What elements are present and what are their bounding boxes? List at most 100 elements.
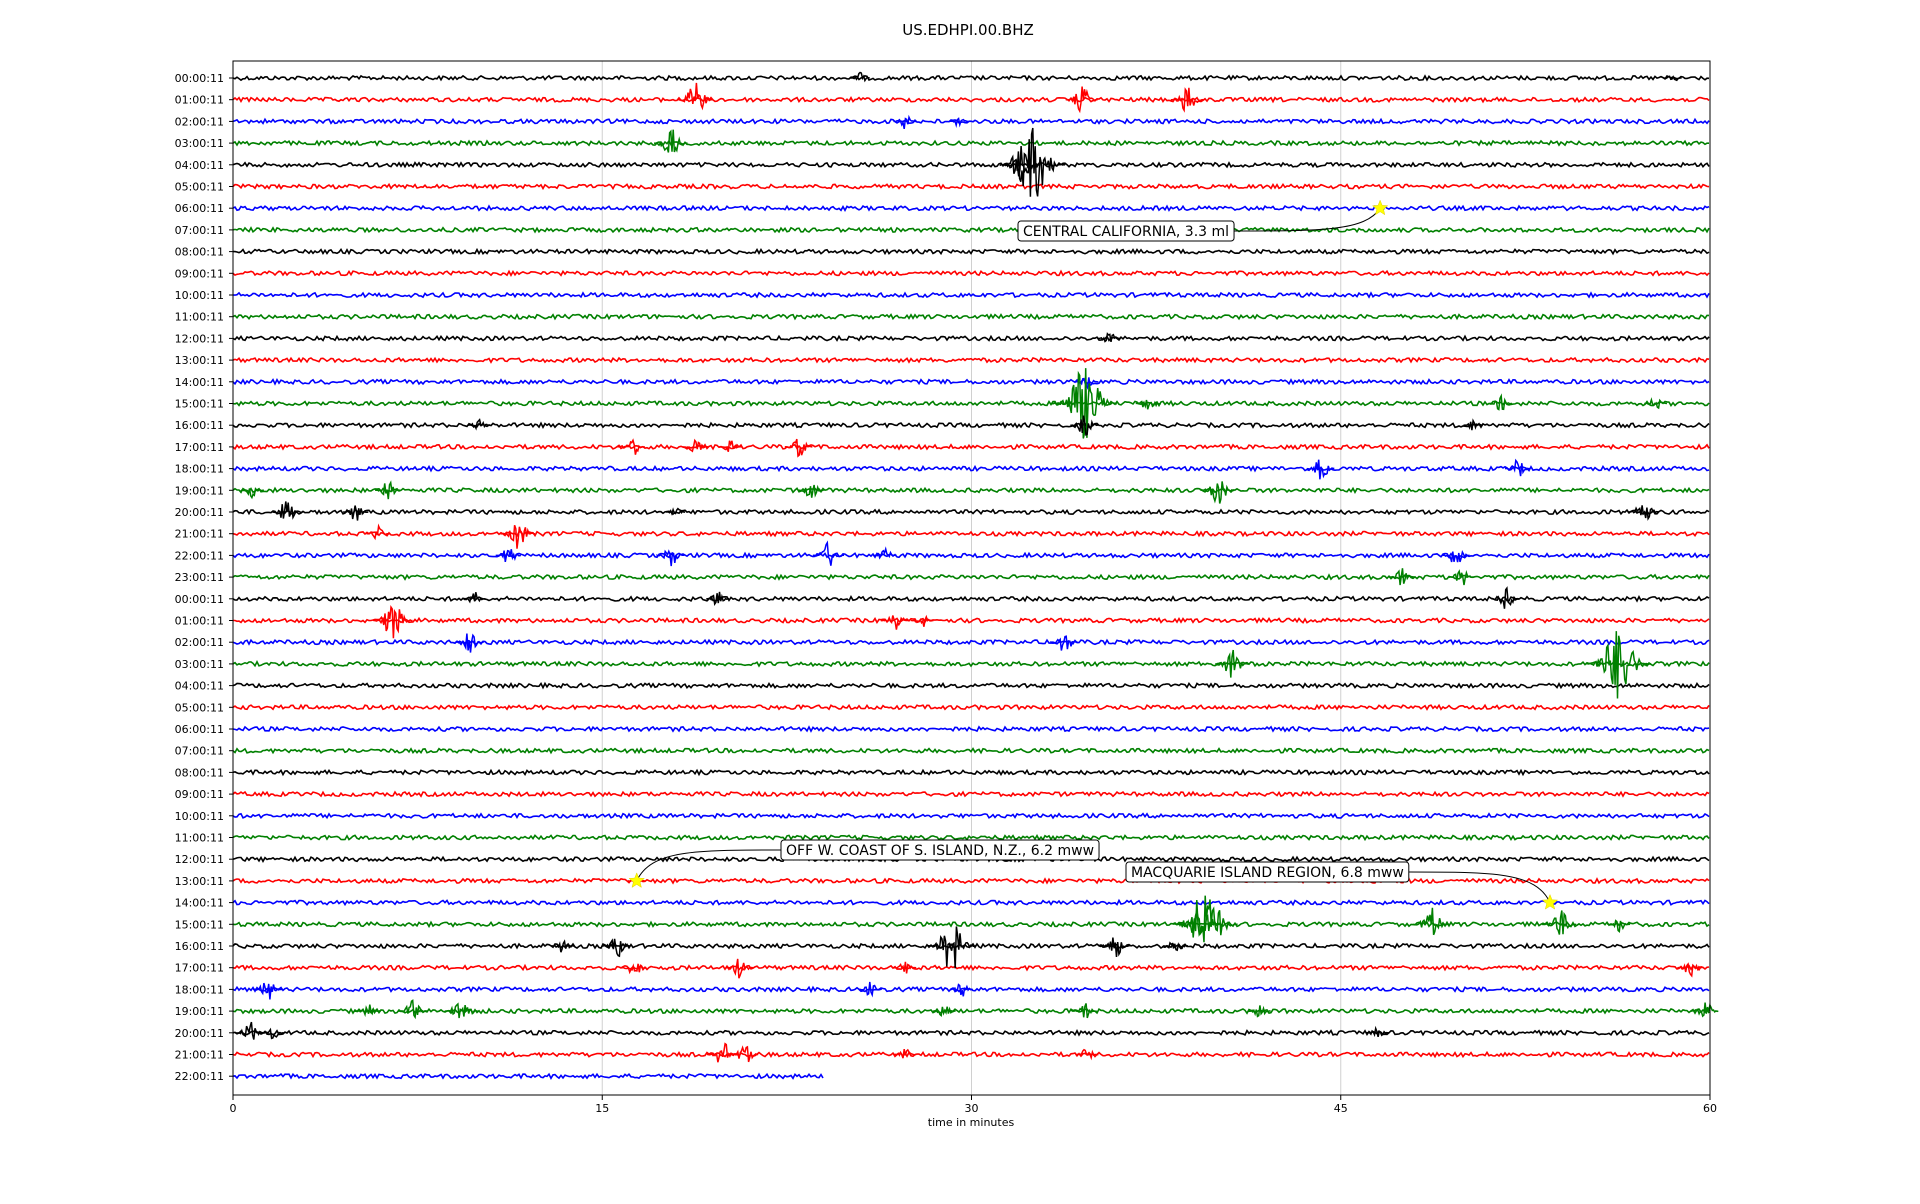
event-burst (375, 480, 401, 500)
event-burst (1644, 397, 1668, 410)
trace-row-24 (232, 594, 1710, 603)
row-label: 10:00:11 (175, 810, 224, 823)
trace-row-31 (232, 747, 1710, 755)
event-burst (1170, 87, 1205, 113)
row-label: 17:00:11 (175, 441, 224, 454)
event-burst (1306, 459, 1335, 480)
row-label: 03:00:11 (175, 137, 224, 150)
trace-row-38 (232, 898, 1710, 907)
event-burst (1366, 1025, 1389, 1038)
trace-row-34 (232, 812, 1710, 820)
event-burst (665, 507, 686, 516)
event-burst (1607, 919, 1631, 933)
x-tick-label: 0 (230, 1102, 237, 1115)
x-ticks: 0 15 30 45 60 (230, 1095, 1717, 1115)
event-burst (366, 523, 390, 541)
event-burst (812, 540, 845, 566)
event-burst (1463, 418, 1483, 431)
trace-row-19 (232, 486, 1710, 494)
annotation-box (1017, 220, 1235, 242)
event-burst (1097, 937, 1130, 957)
row-label: 07:00:11 (175, 745, 224, 758)
event-label: OFF W. COAST OF S. ISLAND, N.Z., 6.2 mww (786, 843, 1094, 859)
annotation-box (1125, 861, 1410, 883)
event-burst (620, 963, 647, 975)
row-label: 05:00:11 (175, 181, 224, 194)
row-label: 08:00:11 (175, 766, 224, 779)
event-annotation: MACQUARIE ISLAND REGION, 6.8 mww (1125, 861, 1559, 910)
event-burst (1199, 481, 1235, 504)
event-burst (682, 438, 709, 453)
trace-row-35 (232, 833, 1710, 842)
event-burst (656, 549, 685, 567)
event-burst (1051, 368, 1117, 439)
event-burst (653, 129, 688, 153)
trace-row-13 (232, 356, 1710, 364)
event-burst (932, 1006, 956, 1017)
trace-row-18 (232, 464, 1710, 473)
row-label: 22:00:11 (175, 549, 224, 562)
row-label: 14:00:11 (175, 376, 224, 389)
row-label: 09:00:11 (175, 267, 224, 280)
event-burst (706, 591, 730, 606)
event-burst (1215, 649, 1249, 678)
event-burst (1075, 1048, 1099, 1061)
trace-row-39 (232, 920, 1710, 929)
trace-row-27 (232, 660, 1710, 668)
trace-row-15 (232, 399, 1710, 408)
event-label: CENTRAL CALIFORNIA, 3.3 ml (1023, 224, 1229, 240)
event-burst (1070, 1003, 1097, 1019)
event-burst (893, 114, 917, 130)
annotation-connector (1408, 871, 1551, 903)
event-burst (948, 117, 969, 129)
event-burst (784, 438, 813, 458)
event-burst (601, 938, 631, 958)
row-label: 05:00:11 (175, 701, 224, 714)
annotation-box (780, 839, 1100, 861)
row-label: 11:00:11 (175, 832, 224, 845)
row-label: 14:00:11 (175, 897, 224, 910)
event-burst (1585, 631, 1652, 699)
trace-row-28 (232, 681, 1710, 690)
event-burst (850, 71, 870, 83)
event-burst (271, 501, 303, 520)
event-burst (1065, 86, 1098, 114)
trace-row-45 (232, 1050, 1710, 1059)
event-burst (859, 981, 882, 998)
row-label: 13:00:11 (175, 875, 224, 888)
event-star-icon (628, 872, 645, 888)
trace-row-2 (232, 117, 1710, 125)
row-label: 20:00:11 (175, 506, 224, 519)
event-burst (1412, 907, 1450, 936)
event-burst (443, 1002, 479, 1019)
event-star-icon (1371, 199, 1389, 216)
row-label: 09:00:11 (175, 788, 224, 801)
trace-row-6 (232, 204, 1710, 212)
row-label: 20:00:11 (175, 1027, 224, 1040)
trace-row-37 (232, 877, 1710, 885)
event-star-icon (1541, 893, 1559, 910)
event-burst (999, 127, 1066, 197)
x-tick-label: 15 (595, 1102, 609, 1115)
event-burst (343, 505, 369, 521)
trace-row-1 (232, 96, 1710, 104)
row-label: 06:00:11 (175, 723, 224, 736)
trace-row-10 (232, 291, 1710, 299)
trace-row-5 (232, 182, 1710, 191)
row-label: 07:00:11 (175, 224, 224, 237)
event-burst (495, 549, 522, 563)
row-label: 18:00:11 (175, 463, 224, 476)
trace-row-16 (232, 421, 1710, 430)
row-label: 10:00:11 (175, 289, 224, 302)
trace-row-29 (232, 703, 1710, 711)
event-burst (260, 1027, 284, 1040)
event-burst (462, 592, 486, 604)
event-burst (354, 1004, 381, 1018)
row-label: 00:00:11 (175, 593, 224, 606)
event-burst (551, 939, 575, 953)
trace-row-40 (232, 942, 1710, 950)
trace-row-4 (232, 161, 1710, 169)
trace-row-22 (232, 551, 1710, 559)
event-burst (880, 615, 909, 630)
